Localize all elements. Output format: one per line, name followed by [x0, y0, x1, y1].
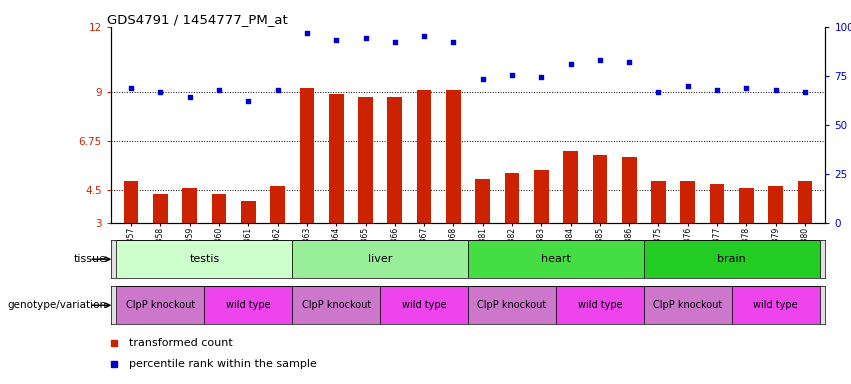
Text: wild type: wild type — [753, 300, 798, 310]
Text: tissue: tissue — [73, 254, 106, 264]
Bar — [387, 96, 403, 223]
Bar — [123, 181, 139, 223]
Bar — [468, 240, 644, 278]
Bar — [644, 240, 820, 278]
Text: wild type: wild type — [578, 300, 622, 310]
Text: ClpP knockout: ClpP knockout — [126, 300, 195, 310]
Point — [154, 89, 168, 95]
Text: heart: heart — [541, 254, 571, 264]
Bar — [556, 286, 644, 324]
Point — [652, 89, 665, 95]
Text: wild type: wild type — [402, 300, 447, 310]
Text: transformed count: transformed count — [129, 338, 232, 348]
Bar — [476, 179, 490, 223]
Point — [768, 87, 782, 93]
Bar — [732, 286, 820, 324]
Bar — [534, 170, 549, 223]
Bar — [644, 286, 732, 324]
Point — [417, 33, 431, 39]
Point — [447, 39, 460, 45]
Text: ClpP knockout: ClpP knockout — [477, 300, 546, 310]
Bar — [117, 240, 292, 278]
Point — [388, 39, 402, 45]
Bar — [710, 184, 724, 223]
Point — [359, 35, 373, 41]
Bar — [292, 286, 380, 324]
Bar — [117, 286, 204, 324]
Text: percentile rank within the sample: percentile rank within the sample — [129, 359, 317, 369]
Bar — [204, 286, 292, 324]
Point — [505, 72, 519, 78]
Text: brain: brain — [717, 254, 746, 264]
Bar — [681, 181, 695, 223]
Bar — [592, 155, 608, 223]
Bar — [182, 188, 197, 223]
Bar — [468, 286, 556, 324]
Bar — [292, 240, 468, 278]
Point — [622, 59, 636, 65]
Bar — [739, 188, 754, 223]
Point — [534, 74, 548, 80]
Point — [476, 76, 489, 82]
Text: GDS4791 / 1454777_PM_at: GDS4791 / 1454777_PM_at — [107, 13, 288, 26]
Bar — [505, 173, 519, 223]
Text: ClpP knockout: ClpP knockout — [654, 300, 722, 310]
Bar — [358, 96, 373, 223]
Text: wild type: wild type — [226, 300, 271, 310]
Text: liver: liver — [368, 254, 392, 264]
Bar — [563, 151, 578, 223]
Bar — [241, 201, 255, 223]
Bar — [380, 286, 468, 324]
Point — [271, 87, 284, 93]
Point — [183, 93, 197, 99]
Bar — [417, 90, 431, 223]
Bar — [622, 157, 637, 223]
Text: testis: testis — [189, 254, 220, 264]
Text: genotype/variation: genotype/variation — [8, 300, 106, 310]
Point — [212, 87, 226, 93]
Point — [563, 61, 577, 67]
Bar — [212, 194, 226, 223]
Bar — [651, 181, 665, 223]
Point — [124, 85, 138, 91]
Point — [740, 85, 753, 91]
Text: ClpP knockout: ClpP knockout — [301, 300, 371, 310]
Bar — [797, 181, 813, 223]
Point — [711, 87, 724, 93]
Bar — [446, 90, 460, 223]
Bar — [300, 88, 314, 223]
Point — [681, 83, 694, 89]
Point — [593, 56, 607, 63]
Point — [242, 98, 255, 104]
Bar — [328, 94, 344, 223]
Bar — [153, 194, 168, 223]
Point — [329, 37, 343, 43]
Point — [300, 30, 314, 36]
Bar — [768, 186, 783, 223]
Point — [798, 89, 812, 95]
Bar — [271, 186, 285, 223]
